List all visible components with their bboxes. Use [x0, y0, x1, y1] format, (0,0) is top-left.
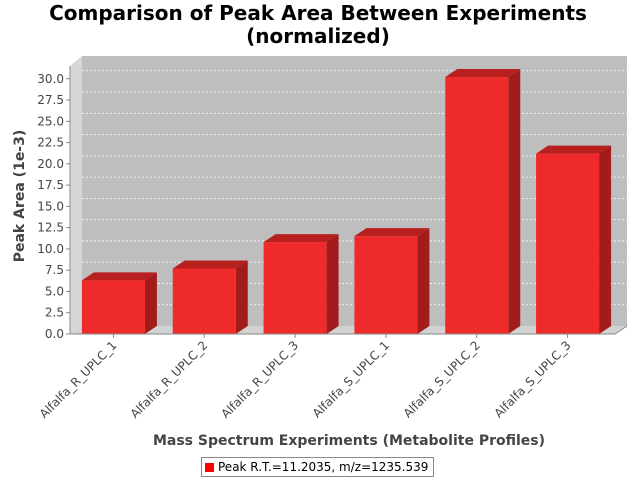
- legend-label: Peak R.T.=11.2035, m/z=1235.539: [218, 460, 429, 474]
- bar-side: [599, 145, 612, 334]
- bar: [172, 260, 248, 334]
- y-tick-label: 12.5: [37, 221, 64, 235]
- bar-top: [536, 145, 612, 154]
- bar: [81, 272, 157, 334]
- x-tick-label: Alfalfa_R_UPLC_2: [128, 338, 211, 421]
- bar-side: [326, 234, 339, 334]
- chart-title: Comparison of Peak Area Between Experime…: [49, 1, 587, 25]
- bar: [263, 234, 339, 334]
- plot-left-wall: [70, 56, 82, 334]
- bar-front: [536, 153, 600, 334]
- y-tick-label: 22.5: [37, 136, 64, 150]
- legend: Peak R.T.=11.2035, m/z=1235.539: [201, 457, 435, 477]
- bar: [445, 69, 521, 335]
- bar-side: [144, 272, 157, 334]
- x-tick-label: Alfalfa_S_UPLC_1: [310, 338, 392, 420]
- chart-subtitle: (normalized): [246, 24, 390, 48]
- bar-front: [354, 236, 418, 334]
- x-axis-ticks: Alfalfa_R_UPLC_1 Alfalfa_R_UPLC_2 Alfalfa_…: [37, 334, 574, 421]
- y-tick-label: 7.5: [45, 263, 64, 277]
- y-tick-label: 27.5: [37, 93, 64, 107]
- x-tick-label: Alfalfa_R_UPLC_1: [37, 338, 120, 421]
- x-tick-label: Alfalfa_R_UPLC_3: [218, 338, 301, 421]
- x-tick-label: Alfalfa_S_UPLC_2: [401, 338, 483, 420]
- bar-side: [508, 69, 521, 335]
- bar-front: [445, 77, 509, 335]
- bar-top: [172, 260, 248, 269]
- bars-group: [81, 69, 612, 335]
- bar-top: [263, 234, 339, 243]
- bar-side: [235, 260, 248, 334]
- x-tick-label: Alfalfa_S_UPLC_3: [491, 338, 573, 420]
- bar-side: [417, 228, 430, 334]
- y-tick-label: 15.0: [37, 199, 64, 213]
- bar-top: [81, 272, 157, 281]
- bar-top: [354, 228, 430, 237]
- x-axis-label: Mass Spectrum Experiments (Metabolite Pr…: [153, 433, 545, 449]
- bar-front: [263, 242, 327, 334]
- y-tick-label: 0.0: [45, 327, 64, 341]
- y-axis-label: Peak Area (1e-3): [12, 130, 28, 263]
- y-tick-label: 5.0: [45, 284, 64, 298]
- y-tick-label: 20.0: [37, 157, 64, 171]
- y-tick-label: 10.0: [37, 242, 64, 256]
- bar-front: [172, 268, 236, 334]
- y-tick-label: 25.0: [37, 114, 64, 128]
- y-tick-label: 17.5: [37, 178, 64, 192]
- bar: [354, 228, 430, 334]
- bar: [536, 145, 612, 334]
- legend-swatch: [205, 462, 214, 472]
- bar-top: [445, 69, 521, 78]
- y-axis-ticks: 0.0 2.5 5.0 7.5 10.0 12.5 15.0 17.5 20.0 22.5 25.0…: [37, 72, 70, 341]
- y-tick-label: 30.0: [37, 72, 64, 86]
- y-tick-label: 2.5: [45, 306, 64, 320]
- bar-front: [81, 280, 145, 334]
